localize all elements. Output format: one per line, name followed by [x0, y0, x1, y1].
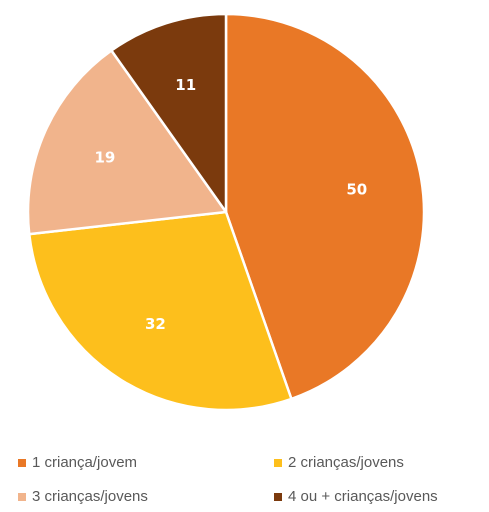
legend-swatch-1	[18, 458, 26, 467]
pie-slice-2	[27, 210, 293, 412]
pie-slice-4	[110, 12, 228, 214]
legend-item-4: 4 ou + crianças/jovens	[274, 488, 438, 505]
legend-label-1: 1 criança/jovem	[32, 454, 138, 471]
pie-chart-svg: 50 32 19 11	[26, 12, 426, 412]
legend-item-3: 3 crianças/jovens	[18, 488, 148, 505]
legend-item-1: 1 criança/jovem	[18, 454, 137, 471]
data-label-3: 19	[94, 148, 115, 166]
legend-label-3: 3 crianças/jovens	[32, 488, 148, 505]
pie-chart: 50 32 19 11	[26, 12, 426, 412]
data-label-2: 32	[145, 315, 166, 333]
legend: 1 criança/jovem 2 crianças/jovens 3 cria…	[0, 448, 489, 512]
legend-swatch-2	[274, 458, 282, 467]
pie-slice-3	[26, 49, 228, 236]
legend-label-2: 2 crianças/jovens	[288, 454, 404, 471]
legend-swatch-4	[274, 492, 282, 501]
data-label-1: 50	[346, 180, 367, 198]
legend-label-4: 4 ou + crianças/jovens	[288, 488, 438, 505]
data-label-4: 11	[175, 76, 196, 94]
legend-item-2: 2 crianças/jovens	[274, 454, 404, 471]
pie-slice-1	[224, 12, 426, 401]
legend-swatch-3	[18, 492, 26, 501]
